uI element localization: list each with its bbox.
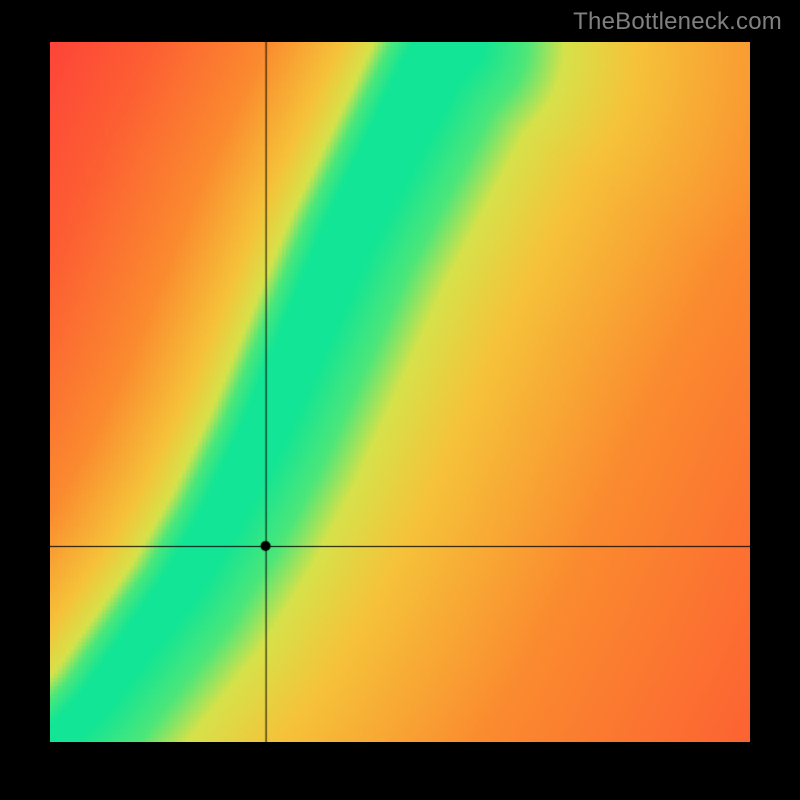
watermark-text: TheBottleneck.com	[573, 8, 782, 36]
chart-container: TheBottleneck.com	[0, 0, 800, 800]
heatmap-plot	[50, 42, 750, 742]
heatmap-canvas	[50, 42, 750, 742]
